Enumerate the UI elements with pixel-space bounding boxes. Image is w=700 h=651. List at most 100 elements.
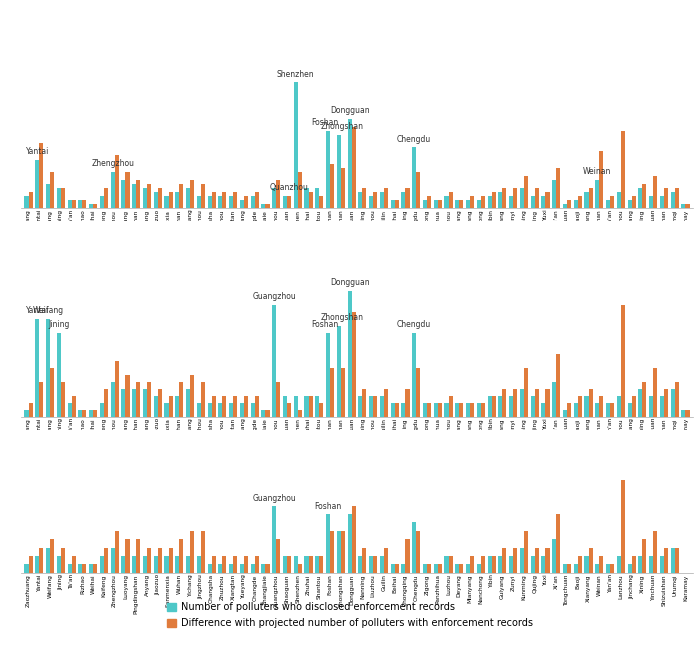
Bar (240, 201, 244, 208)
Bar (283, 556, 287, 573)
Bar (154, 556, 158, 573)
Bar (643, 184, 647, 208)
Bar (143, 556, 147, 573)
Bar (664, 547, 668, 573)
Bar (46, 184, 50, 208)
Bar (265, 409, 270, 417)
Bar (567, 201, 571, 208)
Bar (503, 389, 507, 417)
Bar (35, 318, 39, 417)
Bar (186, 188, 190, 208)
Bar (154, 396, 158, 417)
Bar (574, 201, 578, 208)
Bar (100, 556, 104, 573)
Bar (276, 539, 280, 573)
Bar (503, 188, 507, 208)
Bar (405, 539, 409, 573)
Bar (50, 172, 54, 208)
Bar (675, 547, 679, 573)
Bar (326, 514, 330, 573)
Bar (261, 204, 265, 208)
Bar (369, 196, 373, 208)
Bar (341, 531, 345, 573)
Bar (265, 564, 270, 573)
Bar (556, 168, 560, 208)
Bar (427, 402, 431, 417)
Bar (39, 547, 43, 573)
Bar (298, 172, 302, 208)
Bar (487, 196, 491, 208)
Bar (438, 564, 442, 573)
Bar (524, 176, 528, 208)
Bar (455, 564, 459, 573)
Bar (477, 564, 481, 573)
Bar (283, 396, 287, 417)
Bar (574, 402, 578, 417)
Bar (503, 547, 507, 573)
Bar (351, 312, 356, 417)
Bar (358, 396, 363, 417)
Bar (524, 368, 528, 417)
Text: Guangzhou: Guangzhou (252, 494, 296, 503)
Bar (57, 556, 61, 573)
Bar (309, 396, 313, 417)
Bar (405, 389, 409, 417)
Bar (158, 547, 162, 573)
Bar (649, 196, 653, 208)
Bar (627, 402, 631, 417)
Bar (93, 409, 97, 417)
Bar (444, 402, 449, 417)
Bar (39, 381, 43, 417)
Bar (201, 531, 205, 573)
Bar (169, 547, 173, 573)
Bar (57, 188, 61, 208)
Bar (416, 172, 420, 208)
Bar (104, 389, 108, 417)
Bar (610, 402, 614, 417)
Bar (606, 201, 610, 208)
Bar (136, 381, 140, 417)
Bar (664, 389, 668, 417)
Bar (197, 402, 201, 417)
Bar (251, 196, 255, 208)
Bar (416, 531, 420, 573)
Bar (491, 396, 496, 417)
Bar (158, 188, 162, 208)
Bar (233, 556, 237, 573)
Bar (606, 402, 610, 417)
Text: Zhengzhou: Zhengzhou (91, 159, 134, 168)
Text: Chengdu: Chengdu (397, 320, 431, 329)
Bar (223, 192, 227, 208)
Bar (675, 381, 679, 417)
Bar (427, 196, 431, 208)
Bar (309, 556, 313, 573)
Bar (671, 389, 675, 417)
Bar (29, 402, 33, 417)
Bar (147, 184, 151, 208)
Bar (373, 556, 377, 573)
Bar (617, 396, 621, 417)
Bar (78, 409, 83, 417)
Bar (240, 402, 244, 417)
Bar (481, 196, 485, 208)
Bar (373, 396, 377, 417)
Bar (154, 192, 158, 208)
Bar (545, 547, 550, 573)
Bar (272, 506, 276, 573)
Bar (681, 204, 685, 208)
Bar (272, 188, 276, 208)
Bar (380, 396, 384, 417)
Bar (61, 547, 65, 573)
Bar (556, 514, 560, 573)
Bar (218, 402, 223, 417)
Bar (631, 556, 636, 573)
Bar (111, 381, 115, 417)
Bar (384, 188, 388, 208)
Bar (211, 192, 216, 208)
Bar (326, 131, 330, 208)
Bar (319, 196, 323, 208)
Bar (315, 396, 319, 417)
Bar (197, 556, 201, 573)
Bar (513, 547, 517, 573)
Bar (423, 201, 427, 208)
